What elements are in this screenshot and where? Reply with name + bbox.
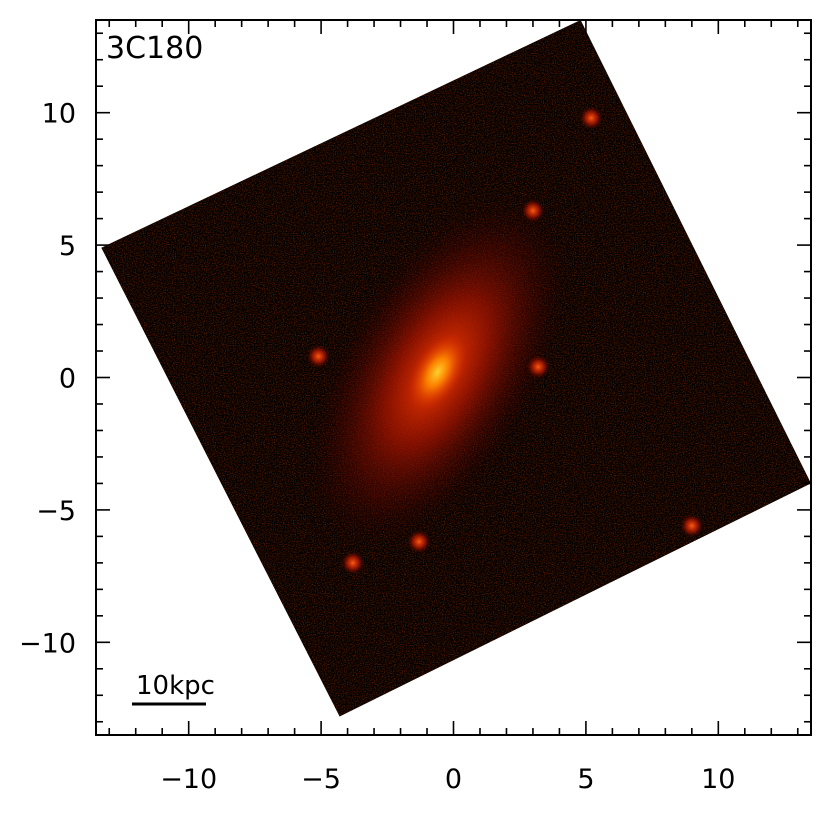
x-tick-label: 10	[701, 764, 735, 795]
y-tick-label: 10	[42, 99, 76, 130]
point-sources	[306, 106, 704, 575]
y-tick-label: −10	[19, 628, 76, 659]
galaxy-core	[408, 333, 468, 411]
point-source	[306, 344, 331, 369]
x-tick-label: 0	[445, 764, 462, 795]
point-source	[579, 106, 604, 130]
point-source	[526, 354, 551, 379]
panel-label: 3C180	[106, 31, 203, 66]
point-source	[521, 198, 545, 223]
point-source	[407, 529, 431, 554]
point-source	[679, 513, 704, 538]
x-tick-labels: −10 −5 0 5 10	[160, 764, 735, 795]
x-tick-label: −10	[160, 764, 217, 795]
galaxy-image	[101, 20, 812, 717]
point-source	[340, 550, 365, 575]
y-tick-label: 0	[59, 364, 76, 395]
y-tick-label: 5	[59, 231, 76, 262]
y-tick-labels: 10 5 0 −5 −10	[19, 99, 76, 660]
y-tick-label: −5	[36, 496, 76, 527]
scale-bar-label: 10kpc	[136, 671, 215, 701]
x-tick-label: 5	[577, 764, 594, 795]
axis-ticks	[96, 20, 811, 735]
x-tick-label: −5	[301, 764, 341, 795]
